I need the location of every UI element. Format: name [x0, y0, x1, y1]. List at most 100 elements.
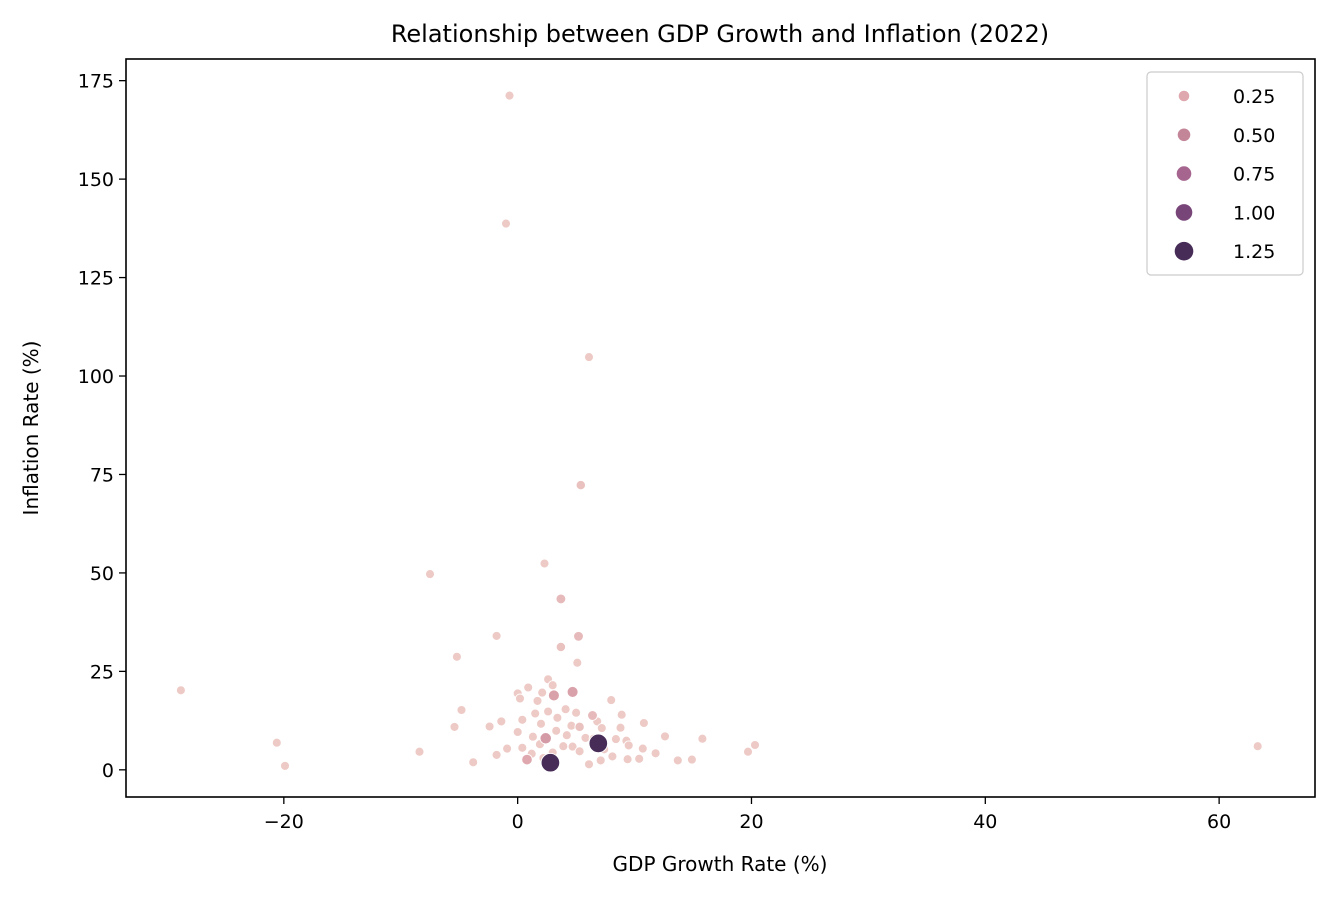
- data-point: [536, 718, 546, 729]
- x-tick-label: 20: [739, 811, 763, 833]
- data-point: [517, 742, 528, 753]
- x-axis-title: GDP Growth Rate (%): [613, 852, 828, 876]
- legend: 0.25 0.50 0.75 1.00 1.25: [1146, 71, 1304, 276]
- legend-label: 0.75: [1233, 164, 1275, 186]
- data-point: [566, 685, 579, 698]
- y-tick-label: 25: [90, 661, 114, 683]
- data-point: [547, 680, 558, 691]
- data-point: [523, 682, 534, 693]
- data-point: [547, 689, 560, 702]
- data-point: [175, 685, 186, 696]
- legend-marker: [1174, 241, 1194, 261]
- data-point: [573, 630, 584, 642]
- data-point: [532, 695, 543, 706]
- data-point: [623, 740, 634, 751]
- data-point: [566, 720, 577, 731]
- data-point: [484, 721, 495, 732]
- y-axis-title: Inflation Rate (%): [19, 341, 43, 516]
- data-point: [539, 558, 550, 569]
- x-tick-label: 0: [512, 811, 524, 833]
- data-point: [496, 716, 507, 727]
- data-point: [580, 732, 591, 743]
- data-point: [560, 704, 571, 715]
- y-tick-label: 100: [78, 366, 114, 388]
- legend-label: 0.50: [1233, 125, 1275, 147]
- data-point: [540, 752, 561, 773]
- data-point: [280, 760, 290, 771]
- y-tick-label: 0: [102, 760, 114, 782]
- data-point: [552, 712, 563, 723]
- data-point: [672, 755, 683, 766]
- legend-label: 1.25: [1233, 241, 1275, 263]
- plot-frame: [125, 58, 1316, 798]
- data-point: [595, 755, 606, 766]
- data-point: [517, 714, 528, 725]
- data-point: [449, 721, 460, 732]
- data-point: [660, 731, 670, 742]
- y-tick-label: 75: [90, 464, 114, 486]
- y-tick-label: 50: [90, 563, 114, 585]
- data-point: [686, 754, 697, 765]
- data-point: [574, 721, 585, 733]
- data-point: [587, 710, 598, 721]
- data-point: [504, 90, 515, 101]
- data-point: [425, 569, 435, 580]
- data-point: [558, 741, 569, 752]
- data-point: [575, 479, 586, 491]
- data-point: [512, 727, 523, 737]
- data-point: [555, 593, 567, 605]
- x-tick-label: 40: [973, 811, 997, 833]
- data-point: [561, 730, 572, 741]
- data-point: [456, 705, 467, 715]
- x-tick-label: 60: [1207, 811, 1231, 833]
- data-point: [451, 651, 462, 662]
- y-tick-label: 150: [78, 169, 114, 191]
- data-point: [584, 352, 594, 363]
- data-point: [1252, 741, 1263, 752]
- data-point: [414, 746, 425, 757]
- data-point: [616, 709, 627, 720]
- data-point: [515, 693, 525, 704]
- data-point: [555, 641, 567, 653]
- points-layer: [175, 90, 1263, 773]
- legend-marker: [1175, 204, 1193, 221]
- data-point: [596, 723, 607, 734]
- chart-title: Relationship between GDP Growth and Infl…: [391, 20, 1049, 48]
- data-point: [539, 732, 552, 745]
- data-point: [491, 630, 502, 641]
- data-point: [572, 657, 583, 668]
- data-point: [543, 706, 554, 717]
- data-point: [588, 733, 609, 754]
- data-point: [521, 753, 533, 766]
- y-tick-label: 125: [78, 268, 114, 290]
- data-point: [551, 725, 562, 736]
- data-point: [574, 746, 585, 757]
- data-point: [610, 734, 621, 745]
- legend-label: 1.00: [1233, 202, 1275, 224]
- x-axis: −20 0 20 40 60: [264, 797, 1231, 833]
- data-point: [650, 748, 661, 759]
- data-point: [530, 708, 541, 719]
- y-axis: 0 25 50 75 100 125 150 175: [78, 71, 126, 782]
- data-point: [634, 753, 645, 764]
- data-point: [615, 722, 626, 733]
- data-point: [638, 718, 649, 728]
- data-point: [743, 746, 753, 757]
- data-point: [584, 759, 594, 770]
- legend-frame: [1146, 71, 1304, 276]
- data-point: [571, 707, 582, 718]
- data-point: [271, 737, 282, 748]
- data-point: [502, 743, 513, 754]
- data-point: [637, 743, 648, 754]
- data-point: [501, 218, 511, 229]
- data-point: [567, 741, 578, 752]
- data-point: [606, 695, 617, 706]
- legend-marker: [1178, 90, 1190, 102]
- data-point: [622, 754, 633, 765]
- y-tick-label: 175: [78, 71, 114, 93]
- x-tick-label: −20: [264, 811, 304, 833]
- legend-marker: [1177, 128, 1191, 142]
- data-point: [537, 687, 548, 698]
